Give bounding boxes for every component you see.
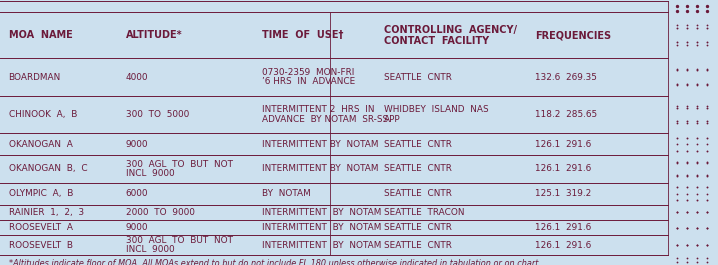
Text: 132.6  269.35: 132.6 269.35 [535,73,597,82]
Text: 126.1  291.6: 126.1 291.6 [535,241,591,250]
Text: 125.1  319.2: 125.1 319.2 [535,189,591,198]
Text: 300  AGL  TO  BUT  NOT: 300 AGL TO BUT NOT [126,236,233,245]
Text: INTERMITTENT 2  HRS  IN: INTERMITTENT 2 HRS IN [262,105,375,114]
Text: ROOSEVELT  B: ROOSEVELT B [9,241,73,250]
Text: 126.1  291.6: 126.1 291.6 [535,140,591,149]
Text: SEATTLE  CNTR: SEATTLE CNTR [384,223,452,232]
Text: OKANOGAN  A: OKANOGAN A [9,140,73,149]
Text: SEATTLE  CNTR: SEATTLE CNTR [384,73,452,82]
Text: CHINOOK  A,  B: CHINOOK A, B [9,110,77,119]
Text: ALTITUDE*: ALTITUDE* [126,30,182,40]
Text: 126.1  291.6: 126.1 291.6 [535,165,591,173]
Text: 9000: 9000 [126,140,148,149]
Text: INTERMITTENT BY  NOTAM: INTERMITTENT BY NOTAM [262,140,378,149]
Text: 2000  TO  9000: 2000 TO 9000 [126,208,195,217]
Text: 0730-2359  MON-FRI: 0730-2359 MON-FRI [262,68,355,77]
Text: APP: APP [384,115,401,124]
Text: SEATTLE  CNTR: SEATTLE CNTR [384,189,452,198]
Text: WHIDBEY  ISLAND  NAS: WHIDBEY ISLAND NAS [384,105,489,114]
Text: ’6 HRS  IN  ADVANCE: ’6 HRS IN ADVANCE [262,77,355,86]
Text: FREQUENCIES: FREQUENCIES [535,30,611,40]
Text: 118.2  285.65: 118.2 285.65 [535,110,597,119]
Text: SEATTLE  CNTR: SEATTLE CNTR [384,140,452,149]
Text: INTERMITTENT BY  NOTAM: INTERMITTENT BY NOTAM [262,165,378,173]
Text: BOARDMAN: BOARDMAN [9,73,61,82]
Text: *Altitudes indicate floor of MOA. All MOAs extend to but do not include FL 180 u: *Altitudes indicate floor of MOA. All MO… [9,259,541,265]
Text: CONTROLLING  AGENCY/: CONTROLLING AGENCY/ [384,25,517,34]
Text: OLYMPIC  A,  B: OLYMPIC A, B [9,189,73,198]
Text: 9000: 9000 [126,223,148,232]
Text: CONTACT  FACILITY: CONTACT FACILITY [384,36,489,46]
Text: 6000: 6000 [126,189,148,198]
Text: SEATTLE  TRACON: SEATTLE TRACON [384,208,465,217]
Text: INTERMITTENT  BY  NOTAM: INTERMITTENT BY NOTAM [262,208,381,217]
Text: INCL  9000: INCL 9000 [126,169,174,178]
Text: SEATTLE  CNTR: SEATTLE CNTR [384,165,452,173]
Text: ADVANCE  BY NOTAM  SR-SS: ADVANCE BY NOTAM SR-SS [262,115,388,124]
Text: RAINIER  1,  2,  3: RAINIER 1, 2, 3 [9,208,84,217]
Text: INTERMITTENT  BY  NOTAM: INTERMITTENT BY NOTAM [262,223,381,232]
Text: TIME  OF  USE†: TIME OF USE† [262,30,343,40]
Text: ROOSEVELT  A: ROOSEVELT A [9,223,73,232]
Text: 300  AGL  TO  BUT  NOT: 300 AGL TO BUT NOT [126,160,233,169]
Text: 4000: 4000 [126,73,148,82]
Text: OKANOGAN  B,  C: OKANOGAN B, C [9,165,88,173]
Text: 300  TO  5000: 300 TO 5000 [126,110,189,119]
Text: 126.1  291.6: 126.1 291.6 [535,223,591,232]
Text: BY  NOTAM: BY NOTAM [262,189,311,198]
Text: MOA  NAME: MOA NAME [9,30,73,40]
Text: SEATTLE  CNTR: SEATTLE CNTR [384,241,452,250]
Text: INCL  9000: INCL 9000 [126,245,174,254]
Text: INTERMITTENT  BY  NOTAM: INTERMITTENT BY NOTAM [262,241,381,250]
